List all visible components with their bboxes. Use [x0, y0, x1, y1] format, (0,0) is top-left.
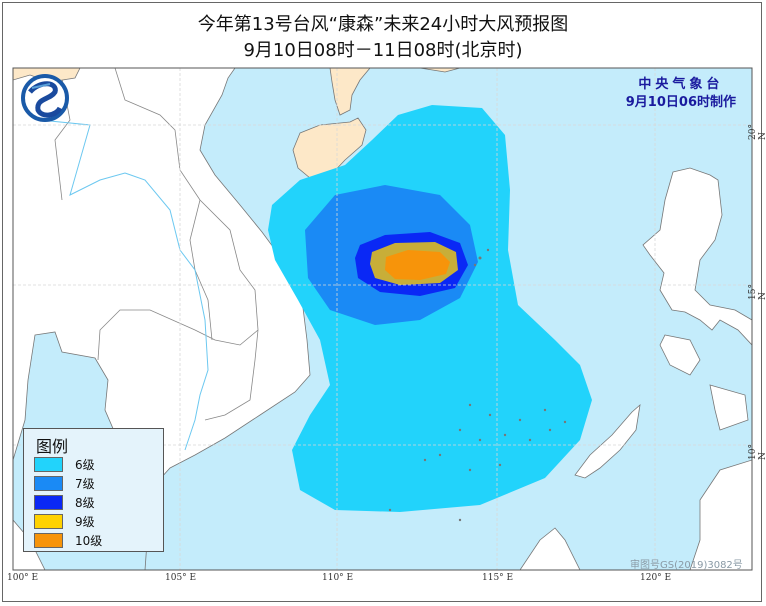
legend-item-8: 8级 [34, 494, 95, 510]
legend-item-6: 6级 [34, 456, 95, 472]
graticule [13, 68, 752, 570]
legend-item-10: 10级 [34, 532, 102, 548]
luzon-island [642, 167, 752, 346]
cma-logo-icon [21, 74, 69, 122]
lon-label: 110° E [322, 573, 354, 583]
lat-label: 20° N [748, 124, 766, 140]
issuing-agency: 中央气象台 9月10日06时制作 [626, 76, 736, 112]
legend: 图例 6级 7级 8级 9级 10级 [23, 428, 164, 552]
lon-label: 105° E [165, 573, 197, 583]
map-review-number: 审图号GS(2019)3082号 [630, 560, 743, 571]
borneo-land [519, 459, 752, 570]
lat-label: 10° N [748, 444, 766, 460]
lon-label: 120° E [640, 573, 672, 583]
mekong-river [39, 119, 209, 451]
mindoro-island [659, 334, 701, 376]
lon-label: 115° E [482, 573, 514, 583]
map-subtitle: 9月10日08时－11日08时(北京时) [243, 40, 523, 61]
map-border [12, 67, 753, 571]
legend-swatch [34, 456, 63, 472]
legend-label: 10级 [75, 533, 103, 548]
palawan-island [574, 403, 641, 479]
lat-label: 15° N [748, 284, 766, 300]
agency-name: 中央气象台 [638, 77, 724, 92]
wind-zone-10 [385, 250, 450, 280]
legend-label: 6级 [75, 457, 95, 472]
legend-item-9: 9级 [34, 513, 95, 529]
lon-label: 100° E [7, 573, 39, 583]
legend-label: 7级 [75, 476, 95, 491]
hainan-island [292, 117, 367, 179]
legend-item-7: 7级 [34, 475, 95, 491]
spratly-islands [388, 248, 567, 522]
legend-label: 9级 [75, 514, 95, 529]
legend-label: 8级 [75, 495, 95, 510]
legend-swatch [34, 494, 63, 510]
samar-island [709, 384, 749, 431]
map-title: 今年第13号台风“康森”未来24小时大风预报图 [197, 14, 569, 35]
legend-swatch [34, 513, 63, 529]
legend-title: 图例 [36, 437, 69, 456]
legend-swatch [34, 475, 63, 491]
legend-swatch [34, 532, 63, 548]
issue-time: 9月10日06时制作 [625, 95, 736, 110]
